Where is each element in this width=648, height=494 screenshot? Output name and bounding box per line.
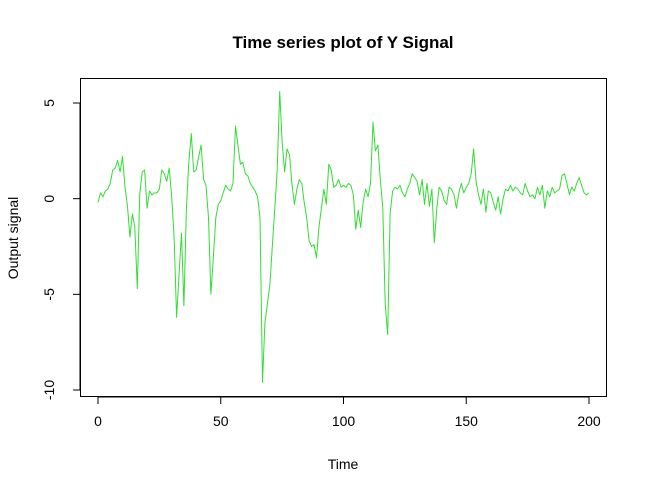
y-tick-label: 5 [41,99,57,107]
series-layer [97,91,590,383]
y-tick-label: -10 [41,380,57,400]
chart-title: Time series plot of Y Signal [232,33,453,52]
y-tick-label: 0 [41,195,57,203]
y-axis: -10 -5 0 5 [41,99,81,400]
x-tick-label: 0 [94,413,102,429]
x-tick-label: 150 [455,413,479,429]
x-axis: 0 50 100 150 200 [94,396,601,429]
plot-box [80,78,607,397]
y-tick-label: -5 [41,288,57,301]
y-axis-label: Output signal [5,197,21,280]
x-axis-label: Time [328,456,359,472]
x-tick-label: 50 [213,413,229,429]
series-line-0 [97,91,590,383]
x-tick-label: 100 [332,413,356,429]
x-tick-label: 200 [577,413,601,429]
